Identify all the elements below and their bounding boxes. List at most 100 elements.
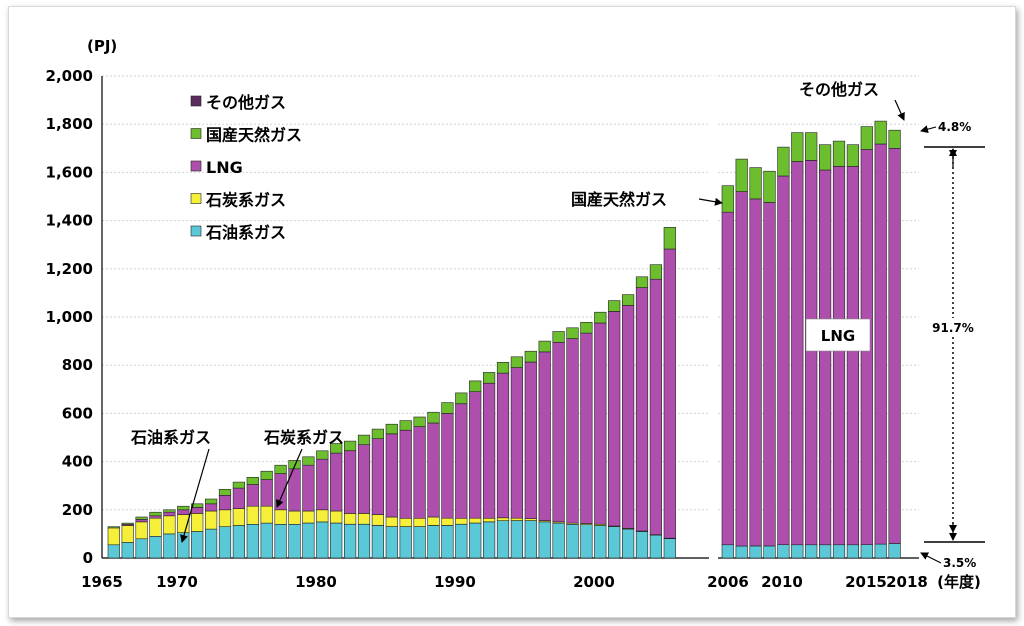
bar-segment	[135, 538, 148, 559]
bar-segment	[427, 516, 440, 526]
legend-swatch	[190, 128, 202, 139]
annotation-pct-lng: 91.7%	[932, 321, 974, 335]
bar-segment	[455, 403, 468, 519]
y-tick-label: 1,000	[46, 308, 93, 326]
bar-segment	[205, 498, 218, 505]
bar-segment	[608, 526, 621, 559]
bar-segment	[482, 517, 496, 523]
bar-segment	[357, 523, 371, 559]
bar-segment	[524, 350, 537, 363]
bar-segment	[552, 522, 565, 559]
x-tick-label: 2018	[886, 573, 928, 591]
annotation-oil-gas: 石油系ガス	[130, 428, 211, 447]
bar-segment	[482, 382, 496, 519]
bar-segment	[874, 120, 887, 145]
y-tick-label: 200	[62, 501, 93, 519]
bar-segment	[874, 543, 887, 559]
y-tick-label: 1,400	[46, 212, 93, 230]
bar-segment	[524, 520, 537, 559]
bar-segment	[749, 545, 762, 559]
bar-segment	[399, 429, 412, 519]
bar-segment	[343, 513, 357, 525]
bar-segment	[538, 521, 551, 559]
bar-segment	[163, 511, 176, 517]
bar-segment	[594, 311, 607, 324]
legend-label: その他ガス	[206, 93, 286, 112]
bar-segment	[191, 507, 204, 514]
annotation-other-gas: その他ガス	[799, 80, 879, 99]
bar-segment	[330, 452, 343, 512]
bar-segment	[371, 525, 385, 559]
legend-swatch	[190, 160, 202, 172]
bar-segment	[888, 148, 901, 544]
bar-segment	[302, 464, 315, 512]
x-tick-label: 2015	[845, 573, 887, 591]
bar-segment	[832, 544, 846, 559]
bar-segment	[371, 438, 385, 515]
bar-segment	[621, 528, 635, 559]
bar-segment	[163, 515, 176, 535]
bar-segment	[621, 305, 635, 529]
pct-lng-bg	[931, 318, 977, 336]
annotation-lng: LNG	[821, 327, 855, 345]
bar-segment	[218, 509, 232, 527]
x-tick-label: 1965	[81, 573, 123, 591]
bar-segment	[413, 517, 426, 527]
bar-segment	[805, 544, 818, 559]
bar-segment	[455, 517, 468, 525]
bar-segment	[832, 140, 846, 167]
bar-segment	[496, 520, 510, 559]
bar-segment	[232, 525, 246, 559]
bar-segment	[566, 523, 579, 559]
bar-segment	[218, 526, 232, 559]
bar-segment	[191, 531, 204, 559]
y-tick-label: 800	[62, 356, 93, 374]
bar-segment	[135, 516, 148, 520]
bar-segment	[246, 505, 259, 525]
y-tick-label: 0	[83, 549, 93, 567]
bar-segment	[455, 523, 468, 559]
bar-segment	[316, 521, 329, 559]
legend-label: LNG	[206, 158, 243, 177]
bar-segment	[260, 505, 273, 524]
bar-segment	[343, 450, 357, 514]
x-tick-label: 2006	[707, 573, 749, 591]
bar-segment	[735, 191, 748, 547]
bar-segment	[343, 440, 357, 452]
bar-segment	[316, 458, 329, 511]
y-unit-label: (PJ)	[87, 37, 117, 55]
x-unit-label: (年度)	[937, 573, 981, 591]
bar-segment	[274, 473, 287, 511]
bar-segment	[121, 541, 134, 559]
bar-segment	[749, 198, 762, 547]
bar-segment	[107, 527, 120, 546]
bar-segment	[399, 517, 412, 527]
bar-segment	[635, 287, 649, 532]
bar-segment	[777, 544, 790, 559]
bar-segment	[441, 517, 454, 526]
y-tick-label: 400	[62, 453, 93, 471]
bar-segment	[135, 519, 148, 523]
bar-segment	[316, 509, 329, 523]
bar-segment	[594, 322, 607, 525]
x-tick-label: 2010	[761, 573, 803, 591]
y-tick-label: 2,000	[46, 67, 93, 85]
lng-supply-chart: 0 200 400 600 800 1,000 1,200 1,400 1,600 1,800 2,…	[46, 37, 985, 591]
bar-segment	[246, 476, 259, 485]
bar-segment	[874, 143, 887, 545]
annotation-coal-arrow	[276, 448, 303, 508]
bar-segment	[763, 202, 776, 547]
bar-segment	[791, 161, 804, 546]
bar-segment	[818, 169, 832, 546]
bar-segment	[413, 526, 426, 559]
x-tick-label: 1970	[156, 573, 198, 591]
bar-segment	[524, 361, 537, 520]
bar-segment	[385, 433, 398, 518]
bar-segment	[777, 146, 790, 177]
bar-segment	[427, 411, 440, 424]
bar-segment	[649, 264, 662, 280]
bar-segment	[163, 533, 176, 559]
bar-segment	[791, 544, 804, 559]
bar-segment	[818, 144, 832, 171]
bar-segment	[260, 479, 273, 507]
